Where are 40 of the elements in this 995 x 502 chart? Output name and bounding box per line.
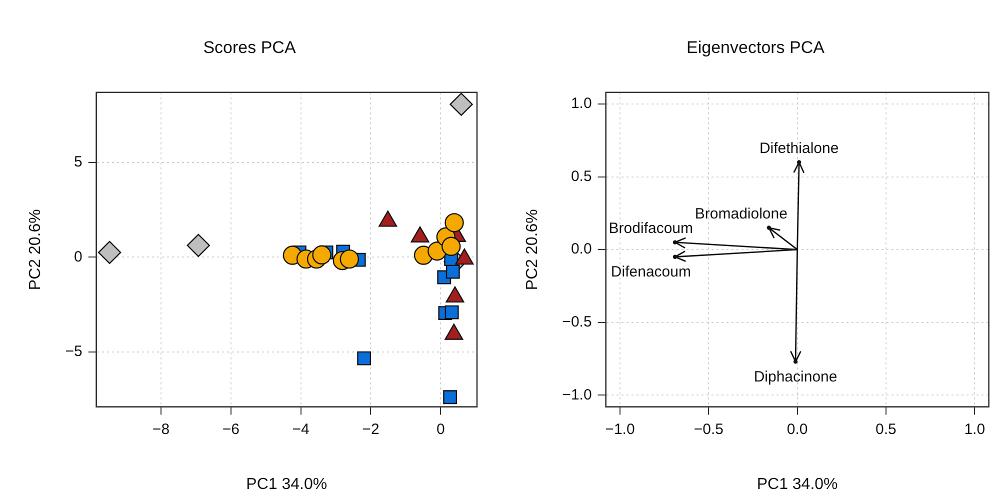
point <box>357 351 372 366</box>
x-tick-label: 0 <box>436 420 445 438</box>
point <box>443 390 458 404</box>
x-tick-label: 1.0 <box>964 420 986 438</box>
point <box>98 240 122 264</box>
chart-title: Eigenvectors PCA <box>686 38 826 57</box>
x-tick-label: 0.0 <box>786 420 808 438</box>
y-tick-label: 0.5 <box>570 168 592 185</box>
x-tick-label: −8 <box>152 420 170 438</box>
point <box>186 234 210 258</box>
y-tick-label: −1.0 <box>562 386 592 404</box>
point <box>444 213 464 232</box>
point <box>444 305 459 320</box>
y-tick-label: 5 <box>74 154 82 171</box>
x-tick-label: −2 <box>362 420 380 438</box>
annotation: Difenacoum <box>610 264 691 281</box>
y-axis-title: PC2 20.6% <box>524 209 542 290</box>
x-tick-label: −4 <box>292 420 310 438</box>
x-tick-label: 0.5 <box>876 420 896 438</box>
chart-title: Scores PCA <box>203 38 296 57</box>
point <box>446 264 460 279</box>
y-tick-label: 0 <box>74 248 82 266</box>
x-tick-label: −6 <box>222 420 240 438</box>
annotation: Diphacinone <box>754 368 838 386</box>
point <box>312 245 332 265</box>
annotation: Brodifacoum <box>608 220 694 237</box>
annotation: Bromadiolone <box>694 205 788 222</box>
x-tick-label: −1.0 <box>605 420 635 438</box>
point <box>442 236 461 256</box>
x-axis-title: PC1 34.0% <box>246 476 328 493</box>
y-tick-label: −5 <box>65 343 82 360</box>
annotation: Difethialone <box>759 140 839 157</box>
y-tick-label: 1.0 <box>570 95 592 112</box>
y-axis-title: PC2 20.6% <box>27 209 44 290</box>
point <box>340 249 359 269</box>
y-tick-label: −0.5 <box>562 314 592 331</box>
point <box>450 92 473 116</box>
x-tick-label: −0.5 <box>694 420 724 438</box>
x-axis-title: PC1 34.0% <box>756 476 838 493</box>
y-tick-label: 0.0 <box>570 240 592 258</box>
